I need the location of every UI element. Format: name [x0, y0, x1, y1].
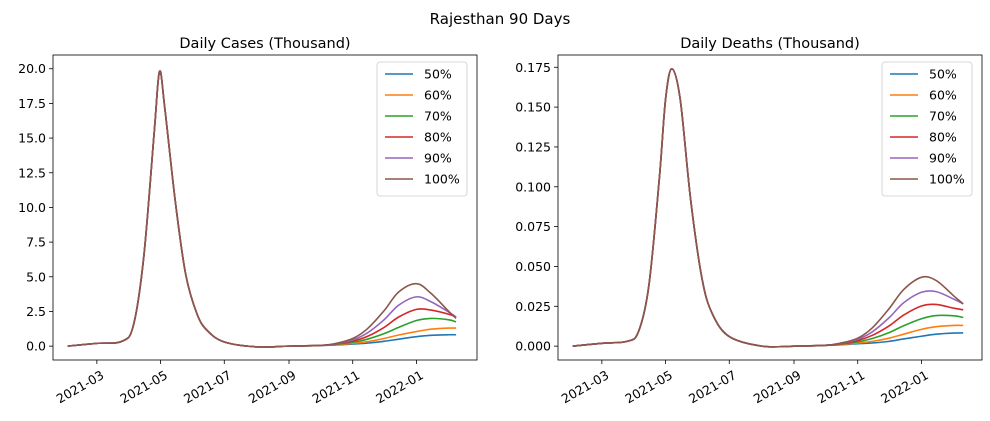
- deaths-legend-label: 90%: [929, 151, 957, 166]
- cases-chart-title: Daily Cases (Thousand): [179, 36, 350, 52]
- deaths-y-tick-label: 0.000: [515, 339, 551, 354]
- cases-x-tick-label: 2022-01: [373, 367, 426, 406]
- cases-y-tick-label: 10.0: [18, 200, 46, 215]
- cases-x-tick-label: 2021-11: [309, 367, 362, 406]
- cases-legend-label: 80%: [424, 130, 452, 145]
- deaths-x-tick-label: 2021-09: [751, 367, 804, 406]
- cases-y-tick-label: 5.0: [26, 269, 46, 284]
- cases-y-tick-label: 17.5: [18, 96, 46, 111]
- plots-group: Daily Cases (Thousand) 0.0 2.5 5.0 7.5 10.0 12…: [18, 36, 983, 406]
- deaths-x-tick-label: 2021-05: [622, 367, 675, 406]
- cases-series-line-100pct: [67, 70, 457, 348]
- cases-legend-label: 100%: [424, 172, 460, 187]
- deaths-legend: 50% 60% 70% 80% 90% 100%: [881, 61, 973, 197]
- cases-legend-label: 50%: [424, 67, 452, 82]
- deaths-y-tick-label: 0.100: [515, 179, 551, 194]
- deaths-y-tick-label: 0.125: [515, 139, 551, 154]
- cases-y-tick-label: 12.5: [18, 165, 46, 180]
- deaths-x-tick-label: 2022-01: [878, 367, 931, 406]
- cases-legend-label: 70%: [424, 109, 452, 124]
- cases-legend: 50% 60% 70% 80% 90% 100%: [376, 61, 468, 197]
- deaths-x-tick-label: 2021-03: [559, 367, 612, 406]
- figure-title: Rajesthan 90 Days: [430, 10, 571, 28]
- deaths-legend-label: 50%: [929, 67, 957, 82]
- cases-panel: Daily Cases (Thousand) 0.0 2.5 5.0 7.5 10.0 12…: [18, 36, 478, 406]
- cases-y-tick-label: 20.0: [18, 61, 46, 76]
- cases-x-tick-label: 2021-07: [181, 367, 234, 406]
- deaths-y-tick-label: 0.025: [515, 299, 551, 314]
- deaths-legend-label: 60%: [929, 88, 957, 103]
- deaths-y-tick-label: 0.175: [515, 60, 551, 75]
- deaths-legend-label: 80%: [929, 130, 957, 145]
- deaths-y-tick-label: 0.075: [515, 219, 551, 234]
- cases-y-tick-label: 15.0: [18, 131, 46, 146]
- deaths-legend-label: 70%: [929, 109, 957, 124]
- cases-x-tick-label: 2021-03: [54, 367, 107, 406]
- cases-legend-label: 90%: [424, 151, 452, 166]
- deaths-chart-title: Daily Deaths (Thousand): [680, 36, 860, 52]
- deaths-panel: Daily Deaths (Thousand) 0.000 0.025 0.050 0.…: [515, 36, 983, 406]
- cases-y-tick-label: 2.5: [26, 304, 46, 319]
- cases-y-tick-label: 7.5: [26, 235, 46, 250]
- deaths-y-tick-label: 0.050: [515, 259, 551, 274]
- cases-x-tick-label: 2021-05: [117, 367, 170, 406]
- deaths-x-tick-label: 2021-07: [686, 367, 739, 406]
- cases-axes-frame: [52, 54, 478, 361]
- cases-legend-label: 60%: [424, 88, 452, 103]
- deaths-legend-label: 100%: [929, 172, 965, 187]
- cases-x-tick-label: 2021-09: [246, 367, 299, 406]
- deaths-y-tick-label: 0.150: [515, 100, 551, 115]
- deaths-series-line-100pct: [572, 68, 964, 348]
- cases-y-tick-label: 0.0: [26, 339, 46, 354]
- deaths-x-tick-label: 2021-11: [814, 367, 867, 406]
- deaths-axes-frame: [557, 54, 983, 361]
